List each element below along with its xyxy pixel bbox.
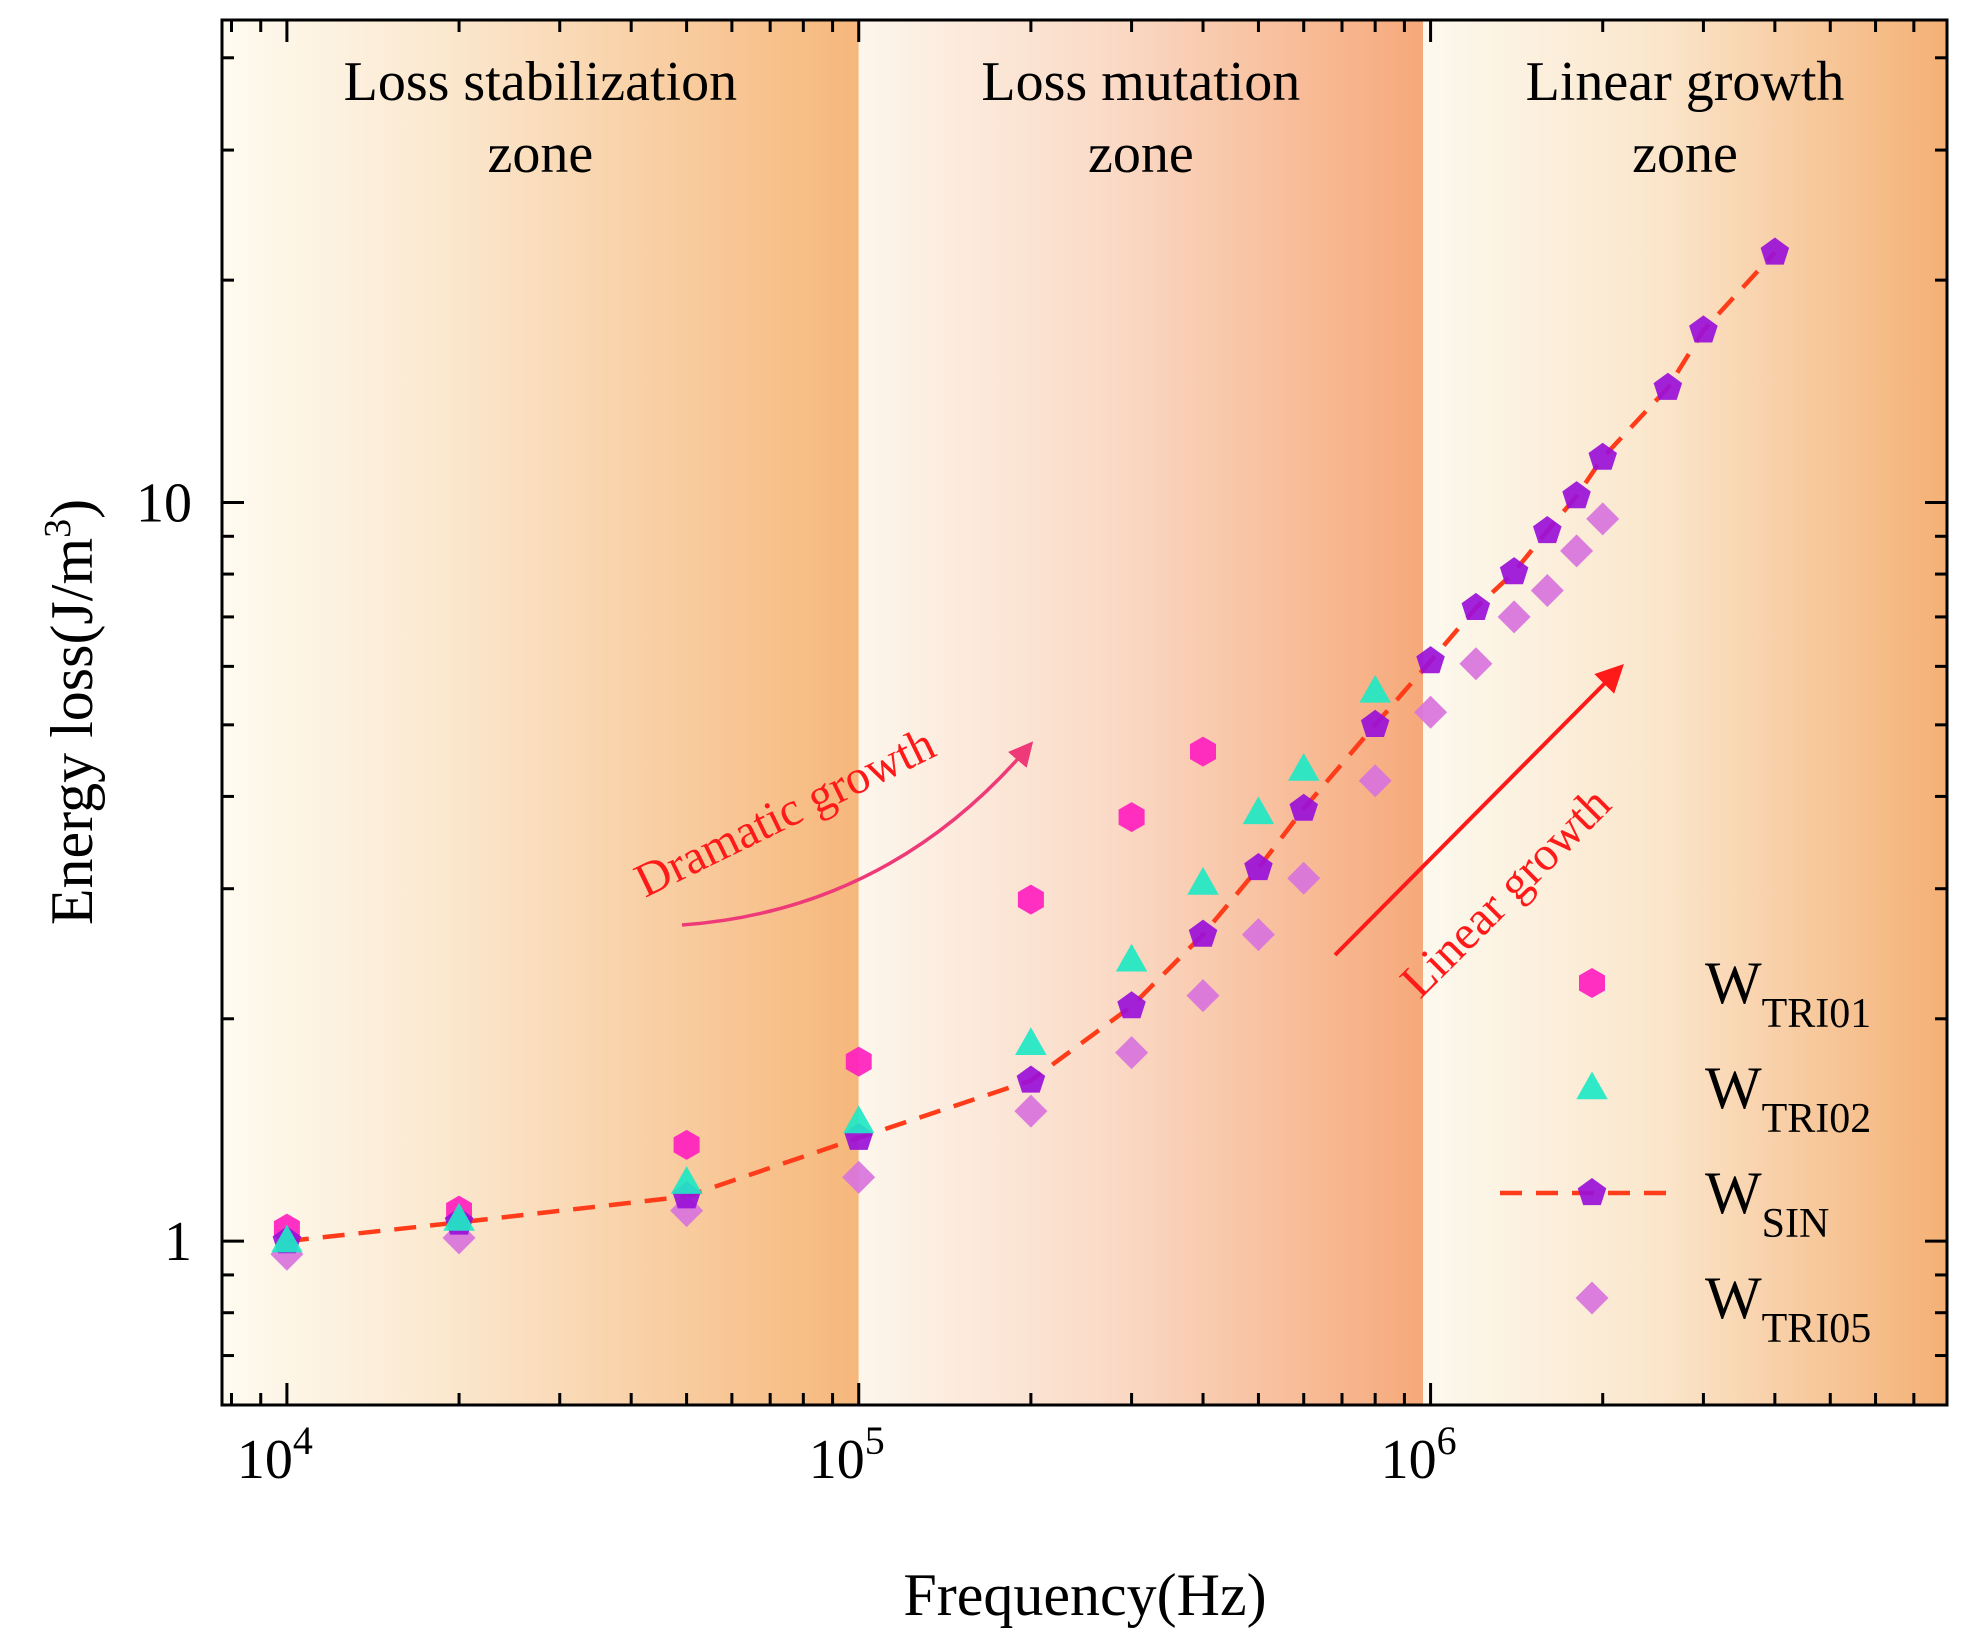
point-tri05 <box>1115 1036 1149 1070</box>
point-tri05 <box>1497 600 1531 634</box>
legend-label-tri01: WTRI01 <box>1705 950 1871 1037</box>
point-tri05 <box>1586 502 1620 536</box>
point-tri05 <box>1530 574 1564 607</box>
point-tri02 <box>1242 796 1275 825</box>
legend-label-tri05: WTRI05 <box>1705 1265 1871 1352</box>
point-tri01 <box>1190 736 1216 767</box>
point-tri05 <box>1459 647 1493 681</box>
plot-frame <box>220 18 1949 1407</box>
dramatic-growth-arrow <box>681 741 1034 927</box>
y-axis-title: Energy loss(J/m3) <box>37 499 105 925</box>
point-tri02 <box>1015 1027 1047 1055</box>
point-tri01 <box>1118 802 1145 833</box>
point-tri05 <box>842 1160 876 1194</box>
point-tri05 <box>1560 534 1594 568</box>
legend-marker-tri05 <box>1575 1281 1609 1315</box>
point-tri01 <box>673 1129 700 1160</box>
point-sin <box>1533 516 1562 544</box>
zone-labels: Loss stabilization zone Loss mutation zone L… <box>344 51 1845 185</box>
x-tick-label: 105 <box>809 1418 885 1491</box>
point-sin <box>1689 315 1718 343</box>
point-tri02 <box>443 1202 475 1231</box>
y-axis-title-sup: 3 <box>37 519 79 538</box>
legend-label-tri02: WTRI02 <box>1705 1055 1871 1142</box>
point-tri05 <box>1241 918 1275 952</box>
point-tri02 <box>670 1166 703 1194</box>
y-axis-title-end: ) <box>39 499 105 519</box>
x-tick-label: 106 <box>1381 1418 1457 1491</box>
data-points <box>270 237 1790 1271</box>
point-tri05 <box>1358 764 1392 798</box>
point-sin <box>1653 372 1683 400</box>
point-tri02 <box>1288 753 1320 781</box>
legend-marker-sin <box>1577 1178 1607 1206</box>
point-tri05 <box>1414 695 1448 729</box>
point-sin <box>1760 237 1790 265</box>
point-sin <box>1562 481 1591 509</box>
point-sin <box>1289 793 1318 821</box>
zone-2-background <box>858 20 1424 1405</box>
zone-1-background <box>222 20 859 1405</box>
point-tri05 <box>1186 979 1220 1013</box>
legend: WTRI01 WTRI02 WSIN WTRI05 <box>1500 950 1871 1352</box>
point-sin <box>1588 442 1617 470</box>
zone-2-title: Loss mutation <box>981 51 1300 113</box>
y-tick-label: 1 <box>164 1211 192 1273</box>
point-sin <box>1244 853 1273 881</box>
zone-3-subtitle: zone <box>1632 123 1738 185</box>
x-tick-label: 104 <box>237 1418 313 1491</box>
y-tick-label: 10 <box>136 472 192 534</box>
point-sin <box>1461 592 1491 620</box>
zone-1-subtitle: zone <box>488 123 594 185</box>
point-sin <box>1360 709 1390 737</box>
point-sin <box>1188 919 1218 947</box>
zone-backgrounds <box>222 20 1947 1405</box>
point-tri01 <box>845 1046 872 1077</box>
point-sin <box>1016 1065 1046 1093</box>
zone-3-title: Linear growth <box>1526 51 1845 113</box>
tick-labels: 104 105 106 1 10 <box>136 472 1457 1491</box>
legend-marker-tri02 <box>1576 1071 1608 1100</box>
point-tri05 <box>1014 1094 1048 1128</box>
linear-growth-arrow <box>1333 664 1624 957</box>
legend-label-sin: WSIN <box>1705 1160 1829 1247</box>
point-sin <box>1499 557 1529 585</box>
point-tri05 <box>1287 861 1321 895</box>
point-tri01 <box>1017 884 1044 915</box>
y-axis-title-main: Energy loss(J/m <box>39 538 105 925</box>
point-tri02 <box>1187 866 1219 895</box>
zone-3-background <box>1423 20 1947 1405</box>
point-sin <box>1117 991 1146 1019</box>
point-tri02 <box>843 1105 875 1134</box>
point-sin <box>1416 646 1445 674</box>
point-tri02 <box>271 1224 303 1253</box>
legend-marker-tri01 <box>1579 968 1605 998</box>
zone-1-title: Loss stabilization <box>344 51 738 113</box>
point-tri02 <box>1115 943 1148 972</box>
axis-ticks <box>222 20 1949 1407</box>
point-tri02 <box>1359 674 1391 703</box>
zone-2-subtitle: zone <box>1088 123 1194 185</box>
x-axis-title: Frequency(Hz) <box>903 1562 1266 1628</box>
